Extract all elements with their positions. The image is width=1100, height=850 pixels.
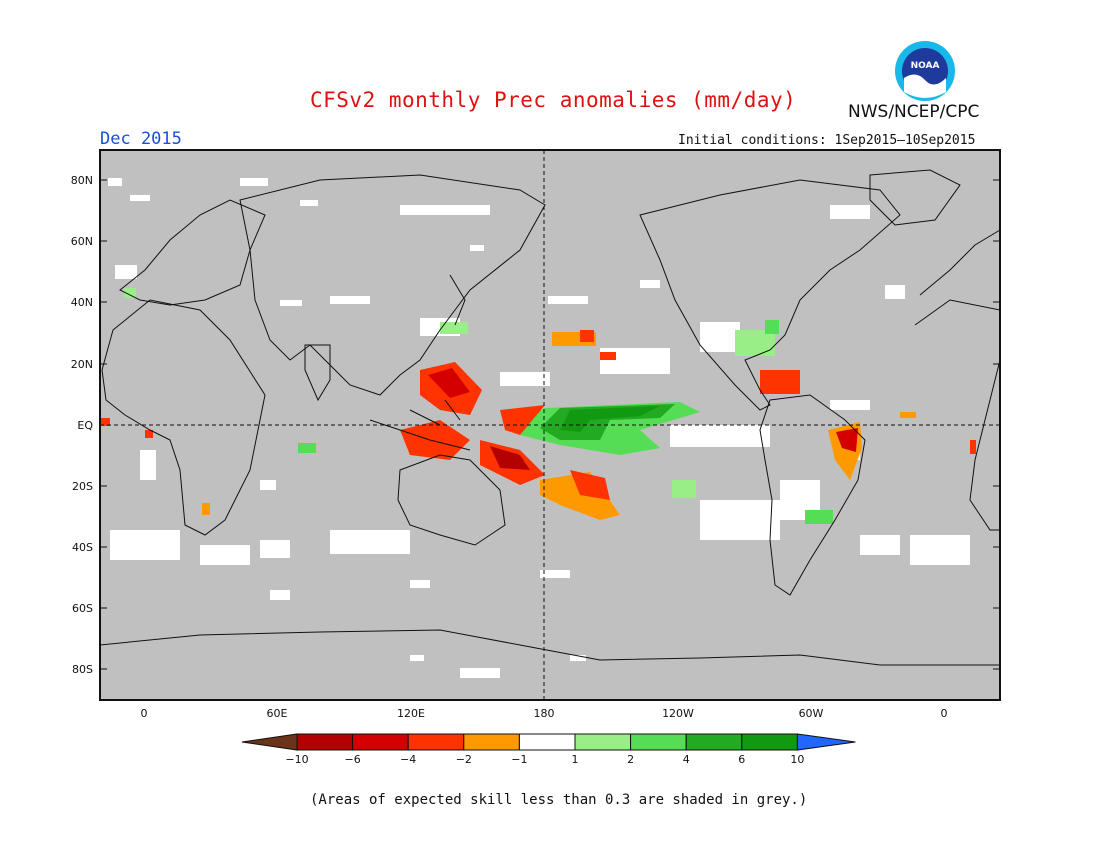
lat-label: 60S [72, 602, 93, 615]
lon-label: 60W [799, 707, 824, 720]
lon-label: 60E [267, 707, 288, 720]
colorbar-arrow-low [241, 733, 298, 751]
lat-label: 20N [71, 358, 93, 371]
lat-tick-40S: 40S [72, 541, 1000, 554]
forecast-month: Dec 2015 [100, 129, 182, 149]
map-frame [99, 149, 1001, 701]
colorbar-arrow-high [796, 733, 856, 751]
lon-label: 180 [534, 707, 555, 720]
lon-label: 120W [662, 707, 694, 720]
lat-label: 80N [71, 174, 93, 187]
map-title: CFSv2 monthly Prec anomalies (mm/day) [310, 88, 797, 112]
colorbar-swatch [630, 733, 687, 751]
lat-tick-80N: 80N [71, 174, 1000, 187]
noaa-logo: NOAA [895, 41, 955, 101]
svg-text:NOAA: NOAA [911, 61, 940, 71]
lat-tick-60S: 60S [72, 602, 1000, 615]
colorbar-tick-label: 4 [683, 753, 690, 766]
dry-anomaly-patches [100, 330, 976, 520]
colorbar-swatch [407, 733, 465, 751]
colorbar-tick-label: 1 [572, 753, 579, 766]
lon-label: 0 [141, 707, 148, 720]
colorbar-tick-label: −10 [285, 753, 308, 766]
lat-label: 40N [71, 296, 93, 309]
lat-tick-EQ: EQ [77, 419, 93, 432]
initial-conditions-label: Initial conditions: 1Sep2015—10Sep2015 [678, 133, 976, 148]
colorbar-swatch [463, 733, 520, 751]
colorbar-tick-label: −1 [511, 753, 527, 766]
lat-axis: 80N 60N 40N 20N EQ 20S 40S 60S 80S [71, 174, 1000, 676]
colorbar: −10 −6 −4 −2 −1 1 2 4 6 10 [241, 733, 856, 766]
colorbar-swatch [685, 733, 743, 751]
lat-label: 40S [72, 541, 93, 554]
colorbar-tick-label: −4 [400, 753, 416, 766]
colorbar-tick-label: −6 [344, 753, 360, 766]
agency-label: NWS/NCEP/CPC [848, 102, 980, 122]
colorbar-swatch [574, 733, 632, 751]
colorbar-swatch [296, 733, 354, 751]
lat-tick-40N: 40N [71, 296, 1000, 309]
lat-tick-60N: 60N [71, 235, 1000, 248]
lat-label: 80S [72, 663, 93, 676]
lon-axis: 0 60E 120E 180 120W 60W 0 [141, 707, 948, 720]
skill-footnote: (Areas of expected skill less than 0.3 a… [310, 792, 808, 808]
coastlines [99, 169, 1001, 666]
colorbar-swatch [741, 733, 798, 751]
lon-label: 0 [941, 707, 948, 720]
lat-label: 60N [71, 235, 93, 248]
lat-tick-20S: 20S [72, 480, 1000, 493]
colorbar-tick-label: 6 [738, 753, 745, 766]
lat-label: 20S [72, 480, 93, 493]
colorbar-swatch [352, 733, 409, 751]
lat-tick-20N: 20N [71, 358, 1000, 371]
colorbar-tick-label: −2 [456, 753, 472, 766]
lat-tick-80S: 80S [72, 663, 1000, 676]
lat-label: EQ [77, 419, 93, 432]
colorbar-tick-label: 2 [627, 753, 634, 766]
colorbar-tick-label: 10 [790, 753, 804, 766]
lon-label: 120E [397, 707, 425, 720]
colorbar-swatch [518, 733, 576, 751]
